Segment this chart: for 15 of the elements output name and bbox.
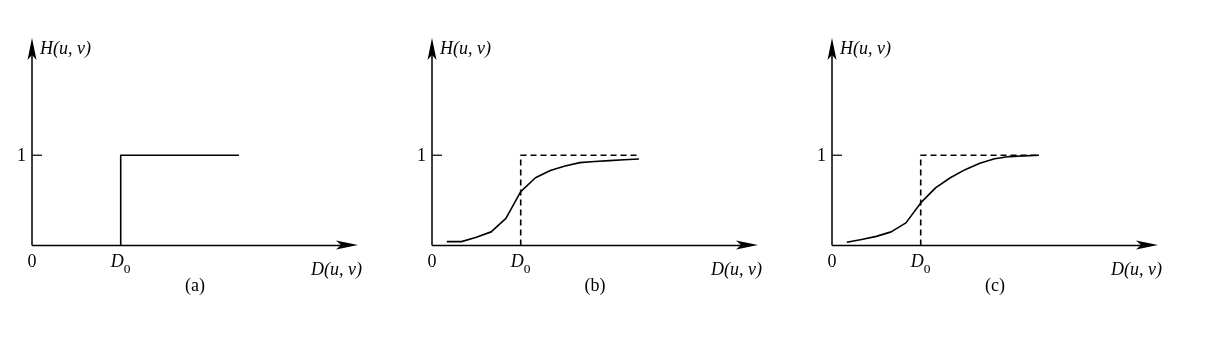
annotation: 1 (17, 145, 26, 166)
text: (a) (185, 274, 205, 296)
x-tick-label: 0 (827, 251, 837, 272)
x-axis-title: D(u, v) (310, 259, 363, 281)
text: (b) (584, 274, 606, 296)
annotation: 1 (817, 145, 826, 166)
y-axis-title: H(u, v) (839, 38, 891, 59)
annotation: 1 (417, 145, 426, 166)
y-axis-title: H(u, v) (439, 38, 491, 59)
x-tick-label: 0 (427, 251, 437, 272)
x-tick-label: 0 (27, 251, 37, 272)
y-axis-title: H(u, v) (39, 38, 91, 59)
text: (c) (985, 274, 1005, 296)
x-axis-title: D(u, v) (1110, 259, 1163, 281)
x-axis-title: D(u, v) (710, 259, 763, 281)
